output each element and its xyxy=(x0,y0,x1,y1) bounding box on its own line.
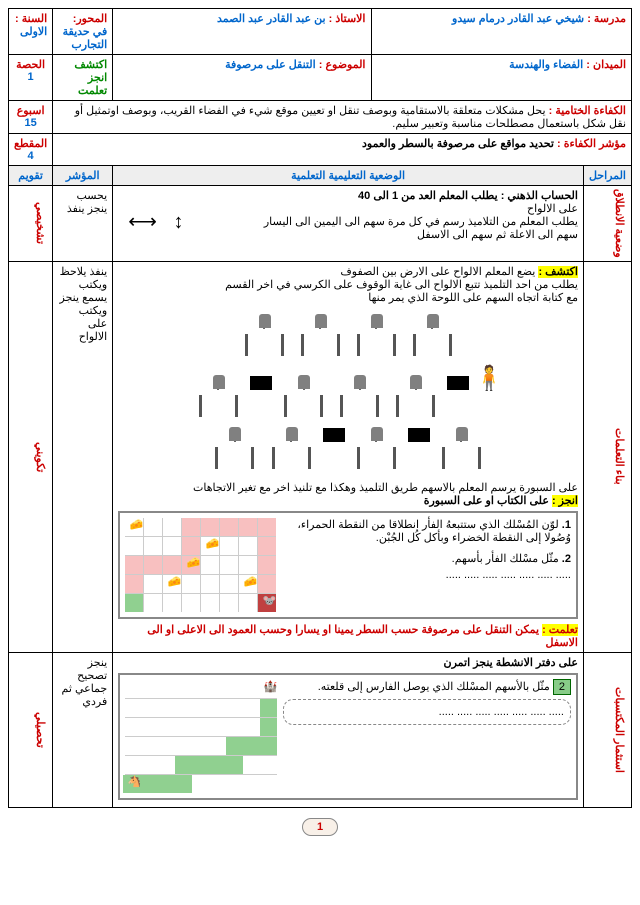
week-label: اسبوع xyxy=(14,104,47,117)
knight-grid: 🏰 🐴 xyxy=(125,680,277,793)
axis-value: في حديقة التجارب xyxy=(63,26,108,51)
classroom-diagram: 🧍 xyxy=(118,312,578,473)
student-icon: 🧍 xyxy=(474,364,504,393)
competency-text: يحل مشكلات متعلقة بالاستقامية وبوصف تنقل… xyxy=(75,105,626,130)
year-value: الاولى xyxy=(20,26,47,38)
content-1: الحساب الذهني : يطلب المعلم العد من 1 ال… xyxy=(113,186,584,262)
stage-2: بناء التعلمات xyxy=(583,261,631,652)
school-label: مدرسة : xyxy=(587,13,626,25)
arrows-diagram: ↕ ⟷ xyxy=(118,209,193,234)
teacher-name: بن عبد القادر عبد الصمد xyxy=(217,13,326,25)
col-stages: المراحل xyxy=(589,170,626,182)
subject-value: التنقل على مرصوفة xyxy=(225,59,316,71)
content-3: على دفتر الانشطة ينجز اتمرن 2 مثّل بالأس… xyxy=(113,652,584,807)
week-value: 15 xyxy=(14,117,47,129)
content-2: اكتشف : يضع المعلم الالواح على الارض بين… xyxy=(113,261,584,652)
school-name: شيخي عبد القادر درمام سيدو xyxy=(452,13,584,25)
stage-3: استثمار المكتسبات xyxy=(583,652,631,807)
teacher-label: الاستاذ : xyxy=(329,13,366,25)
exercise-2-box: 2 مثّل بالأسهم المسْلك الذي يوصل الفارس … xyxy=(118,673,578,800)
page-number: 1 xyxy=(8,818,632,836)
axis-label: المحور: xyxy=(73,13,108,25)
session-label: الحصة xyxy=(14,58,47,71)
subject-label: الموضوع : xyxy=(319,59,366,71)
field-value: الفضاء والهندسة xyxy=(509,59,583,71)
arrow-tile xyxy=(447,376,469,390)
col-indicator: المؤشر xyxy=(66,170,100,182)
exercise-1-box: 1. لوّن المُسْلك الذي ستتبعهُ الفأر انطل… xyxy=(118,511,578,619)
col-eval: تقويم xyxy=(18,170,43,182)
year-label: السنة : xyxy=(15,13,47,25)
desk-icon xyxy=(410,316,455,356)
indicator-3: ينجز تصحيح جماعي ثم فردي xyxy=(53,652,113,807)
indicator-text: تحديد مواقع على مرصوفة بالسطر والعمود xyxy=(362,138,554,150)
eval-2: تكويني xyxy=(9,261,53,652)
phase-value: اكتشف انجز تعلمت xyxy=(74,59,107,97)
field-label: الميدان : xyxy=(586,59,626,71)
session-value: 1 xyxy=(14,71,47,83)
competency-label: الكفاءة الختامية : xyxy=(549,105,626,117)
indicator-2: ينفذ يلاحظ ويكتب يسمع ينجز ويكتب على الا… xyxy=(53,261,113,652)
eval-3: تحصيلي xyxy=(9,652,53,807)
mouse-grid: 🧀 🧀 🧀 🧀🧀 🐭 xyxy=(125,518,276,612)
eval-1: تشخيصي xyxy=(9,186,53,262)
indicator-label: مؤشر الكفاءة : xyxy=(557,138,626,150)
lesson-plan-table: مدرسة : شيخي عبد القادر درمام سيدو الاست… xyxy=(8,8,632,808)
indicator-1: يحسب ينجز ينفذ xyxy=(53,186,113,262)
col-situation: الوضعية التعليمية التعلمية xyxy=(291,170,405,182)
section-label: المقطع xyxy=(14,137,47,150)
stage-1: وضعية الانطلاق xyxy=(583,186,631,262)
section-value: 4 xyxy=(14,150,47,162)
